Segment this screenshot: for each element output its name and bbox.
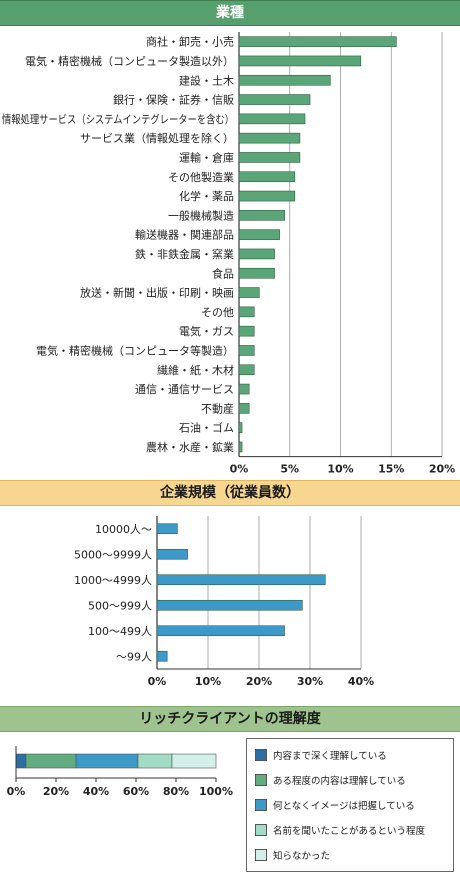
chart1-bar xyxy=(238,441,243,453)
chart1-category-label: 農林・水産・鉱業 xyxy=(146,440,234,454)
chart1-bar xyxy=(238,171,296,183)
chart1-category-label: 繊維・紙・木材 xyxy=(157,363,234,377)
chart1-category-label: 建設・土木 xyxy=(179,73,234,87)
chart2-bar xyxy=(156,574,326,586)
chart2-bar xyxy=(156,599,303,611)
chart2-category-label: 500～999人 xyxy=(88,599,152,612)
chart1-category-label: 電気・ガス xyxy=(179,324,234,338)
chart1-tick-label: 0% xyxy=(230,463,249,476)
chart1-bar xyxy=(238,287,260,298)
chart1-bar xyxy=(238,403,250,414)
chart1-category-label: その他製造業 xyxy=(168,170,234,184)
chart1-bar xyxy=(238,74,331,86)
chart3-tick-label: 80% xyxy=(163,785,189,798)
chart3-tick-label: 20% xyxy=(43,785,69,798)
chart1-tick-label: 5% xyxy=(280,463,299,476)
chart2-tick-label: 10% xyxy=(195,675,221,688)
chart3-legend-label: 知らなかった xyxy=(273,851,331,862)
chart1-category-label: 放送・新聞・出版・印刷・映画 xyxy=(80,286,234,300)
chart1-category-label: 輸送機器・関連部品 xyxy=(135,228,234,242)
chart3-tick-label: 40% xyxy=(83,785,109,798)
chart3-legend-swatch xyxy=(255,749,267,761)
chart1-bar xyxy=(238,36,397,47)
chart2-bar xyxy=(156,625,285,637)
chart3-legend-label: 何となくイメージは把握している xyxy=(273,801,415,812)
chart2-category-label: 5000～9999人 xyxy=(74,548,152,561)
chart1-bar xyxy=(238,248,275,260)
chart2-bar xyxy=(156,523,178,535)
chart1-category-label: 一般機械製造 xyxy=(168,208,234,222)
chart1-bar xyxy=(238,306,255,318)
chart1-title: 業種 xyxy=(0,0,460,26)
chart2-tick-label: 20% xyxy=(246,675,272,688)
chart3-legend-item: ある程度の内容は理解している xyxy=(255,772,406,788)
chart2-title: 企業規模（従業員数） xyxy=(0,480,460,506)
chart3-legend-item: 知らなかった xyxy=(255,847,330,863)
chart1-bar xyxy=(238,113,306,125)
chart1-category-label: サービス業（情報処理を除く） xyxy=(80,131,234,145)
chart3-legend-label: ある程度の内容は理解している xyxy=(273,776,406,787)
chart3-tick-label: 0% xyxy=(7,785,26,798)
chart3-legend-swatch xyxy=(255,824,267,836)
chart3-tick-label: 60% xyxy=(123,785,149,798)
chart1-category-label: 電気・精密機械（コンピュータ製造以外） xyxy=(25,54,234,68)
chart3-legend-item: 何となくイメージは把握している xyxy=(255,797,415,813)
chart1-tick-label: 15% xyxy=(378,463,404,476)
chart1-category-label: 運輸・倉庫 xyxy=(179,150,234,164)
chart1-bar xyxy=(238,210,285,221)
chart1-bar xyxy=(238,364,255,376)
chart2-tick-label: 40% xyxy=(348,675,374,688)
chart3-legend: 内容まで深く理解しているある程度の内容は理解している 何となくイメージは把握してい… xyxy=(246,738,454,872)
chart2-company-size: 0% 10% 20% 30% 40% 10000人～ 5000～9999人 1000～4999… xyxy=(74,516,374,688)
chart1-bar xyxy=(238,152,301,163)
chart1-bar xyxy=(238,345,255,356)
chart1-bar xyxy=(238,132,301,144)
chart2-category-label: 10000人～ xyxy=(95,523,152,536)
chart1-tick-label: 20% xyxy=(429,463,455,476)
chart3-segment xyxy=(25,753,77,769)
chart1-category-label: 化学・薬品 xyxy=(179,189,234,203)
chart1-category-label: 鉄・非鉄金属・窯業 xyxy=(135,247,234,261)
chart3-segment xyxy=(15,753,27,769)
chart3-legend-swatch xyxy=(255,799,267,811)
chart1-category-label: 食品 xyxy=(212,266,234,280)
chart1-category-label: 情報処理サービス（システムインテグレーターを含む） xyxy=(2,112,234,126)
chart1-bar xyxy=(238,267,275,279)
chart1-bar xyxy=(238,55,362,67)
chart1-category-label: その他 xyxy=(201,306,234,319)
chart1-bar xyxy=(238,94,311,105)
chart2-bar xyxy=(156,548,188,560)
chart3-title: リッチクライアントの理解度 xyxy=(0,706,460,732)
chart1-category-label: 石油・ゴム xyxy=(179,421,234,435)
chart3-legend-label: 内容まで深く理解している xyxy=(273,751,387,762)
chart3-legend-item: 内容まで深く理解している xyxy=(255,747,387,763)
chart1-bar xyxy=(238,383,250,395)
chart3-legend-swatch xyxy=(255,849,267,861)
chart3-segment xyxy=(75,753,139,769)
chart1-bar xyxy=(238,422,243,433)
chart1-bar xyxy=(238,229,280,240)
chart2-category-label: ～99人 xyxy=(116,650,152,663)
chart1-tick-label: 10% xyxy=(327,463,353,476)
chart3-tick-label: 100% xyxy=(199,785,233,798)
chart1-bar xyxy=(238,325,255,337)
chart1-category-label: 電気・精密機械（コンピュータ等製造） xyxy=(36,343,234,357)
chart1-bar xyxy=(238,190,296,202)
chart2-category-label: 1000～4999人 xyxy=(74,574,152,587)
chart1-category-label: 不動産 xyxy=(201,401,234,415)
chart3-segment xyxy=(171,753,217,769)
chart1-category-label: 通信・通信サービス xyxy=(135,383,234,396)
chart3-legend-label: 名前を聞いたことがあるという程度 xyxy=(273,826,426,837)
chart3-segment xyxy=(137,753,173,769)
chart3-understanding: 0% 20% 40% 60% 80% 100% xyxy=(7,746,233,798)
chart2-tick-label: 0% xyxy=(148,675,167,688)
chart1-category-label: 商社・卸売・小売 xyxy=(146,35,234,49)
chart2-tick-label: 30% xyxy=(297,675,323,688)
chart1-category-label: 銀行・保険・証券・信販 xyxy=(113,93,234,107)
chart2-category-label: 100～499人 xyxy=(88,625,152,638)
chart3-legend-item: 名前を聞いたことがあるという程度 xyxy=(255,822,425,838)
chart1-industry: 0% 5% 10% 15% 20% 商社・卸売・小売電気・精密機械（コンピュータ製造以外）… xyxy=(2,32,455,476)
chart2-bar xyxy=(156,650,168,662)
chart3-legend-swatch xyxy=(255,774,267,786)
